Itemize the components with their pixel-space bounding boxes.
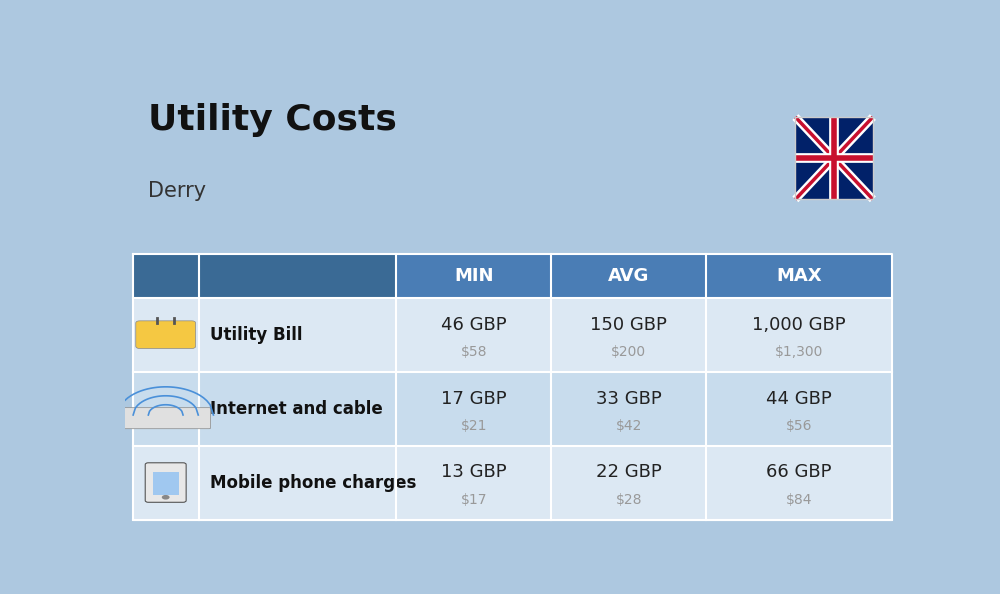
FancyBboxPatch shape [133, 446, 892, 520]
Text: 150 GBP: 150 GBP [590, 315, 667, 334]
Text: $56: $56 [786, 419, 812, 433]
FancyBboxPatch shape [133, 254, 396, 298]
Text: Mobile phone charges: Mobile phone charges [210, 473, 417, 492]
FancyBboxPatch shape [133, 254, 892, 298]
FancyBboxPatch shape [153, 472, 179, 495]
Text: $58: $58 [460, 345, 487, 359]
Text: MAX: MAX [776, 267, 822, 285]
FancyBboxPatch shape [795, 117, 873, 200]
Text: $84: $84 [786, 493, 812, 507]
FancyBboxPatch shape [121, 407, 211, 429]
Text: Utility Bill: Utility Bill [210, 326, 303, 344]
Text: $200: $200 [611, 345, 646, 359]
Text: $42: $42 [616, 419, 642, 433]
Text: 46 GBP: 46 GBP [441, 315, 507, 334]
Text: Internet and cable: Internet and cable [210, 400, 383, 418]
FancyBboxPatch shape [133, 298, 892, 372]
Text: 66 GBP: 66 GBP [767, 463, 832, 482]
Text: 33 GBP: 33 GBP [596, 390, 662, 407]
Text: Utility Costs: Utility Costs [148, 103, 397, 137]
Text: 44 GBP: 44 GBP [766, 390, 832, 407]
Text: 17 GBP: 17 GBP [441, 390, 507, 407]
Text: AVG: AVG [608, 267, 649, 285]
Text: 22 GBP: 22 GBP [596, 463, 662, 482]
Text: Derry: Derry [148, 181, 206, 201]
Text: $28: $28 [616, 493, 642, 507]
Text: $21: $21 [460, 419, 487, 433]
FancyBboxPatch shape [133, 372, 892, 446]
Text: $1,300: $1,300 [775, 345, 823, 359]
FancyBboxPatch shape [145, 463, 186, 503]
FancyBboxPatch shape [136, 321, 196, 349]
Circle shape [162, 495, 170, 500]
Text: 13 GBP: 13 GBP [441, 463, 507, 482]
Text: MIN: MIN [454, 267, 494, 285]
Text: $17: $17 [460, 493, 487, 507]
Text: 1,000 GBP: 1,000 GBP [752, 315, 846, 334]
